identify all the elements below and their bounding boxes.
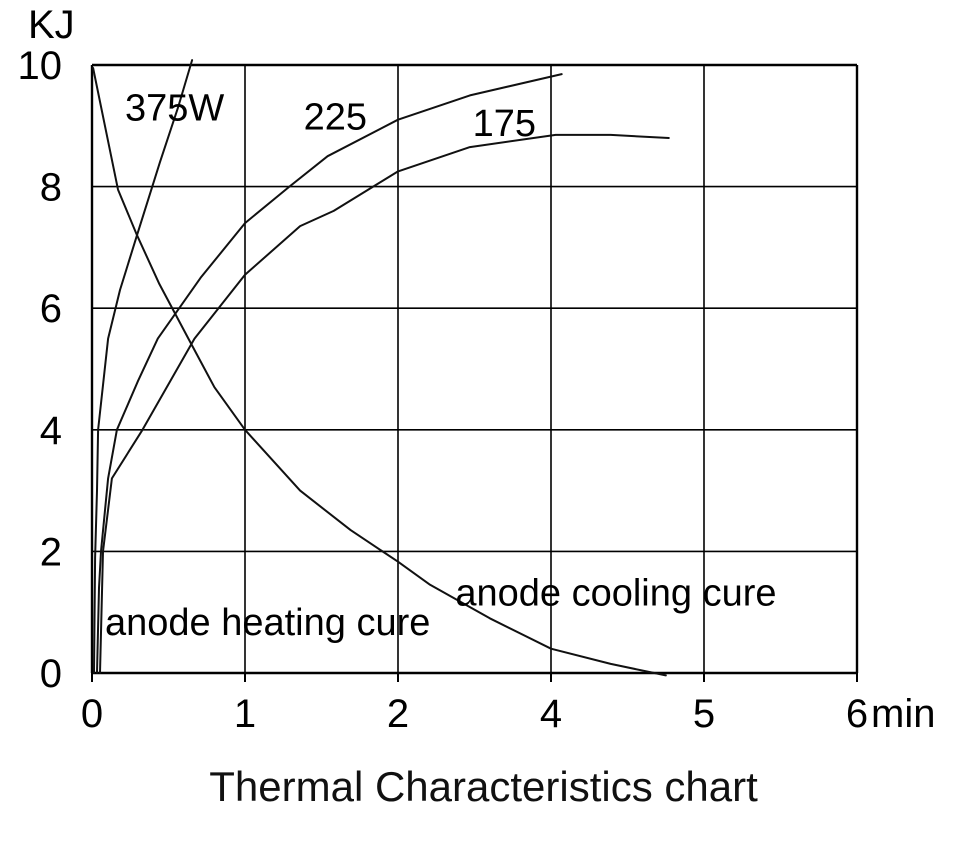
series-label-heating-225: 225 xyxy=(304,97,367,139)
annotation-cooling-label: anode cooling cure xyxy=(455,573,776,615)
y-tick-label: 10 xyxy=(18,44,63,88)
x-tick-label: 6 xyxy=(846,692,868,736)
curve-anode-cooling xyxy=(92,67,667,677)
chart-title: Thermal Characteristics chart xyxy=(209,763,758,810)
x-axis-unit-label: min xyxy=(871,692,935,736)
y-tick-label: 2 xyxy=(40,530,62,574)
annotation-heating-label: anode heating cure xyxy=(105,602,430,644)
curve-heating-175 xyxy=(99,133,670,674)
curve-heating-225 xyxy=(96,73,563,674)
y-axis-unit-label: KJ xyxy=(28,3,75,47)
series-label-heating-175: 175 xyxy=(473,103,536,145)
y-tick-label: 6 xyxy=(40,287,62,331)
y-tick-label: 0 xyxy=(40,652,62,696)
x-tick-label: 1 xyxy=(234,692,256,736)
y-tick-label: 8 xyxy=(40,166,62,210)
x-tick-label: 2 xyxy=(387,692,409,736)
x-tick-label: 4 xyxy=(540,692,562,736)
curve-heating-375W xyxy=(93,59,194,674)
y-tick-label: 4 xyxy=(40,409,62,453)
x-tick-label: 5 xyxy=(693,692,715,736)
x-tick-label: 0 xyxy=(81,692,103,736)
series-label-heating-375W: 375W xyxy=(125,88,224,130)
